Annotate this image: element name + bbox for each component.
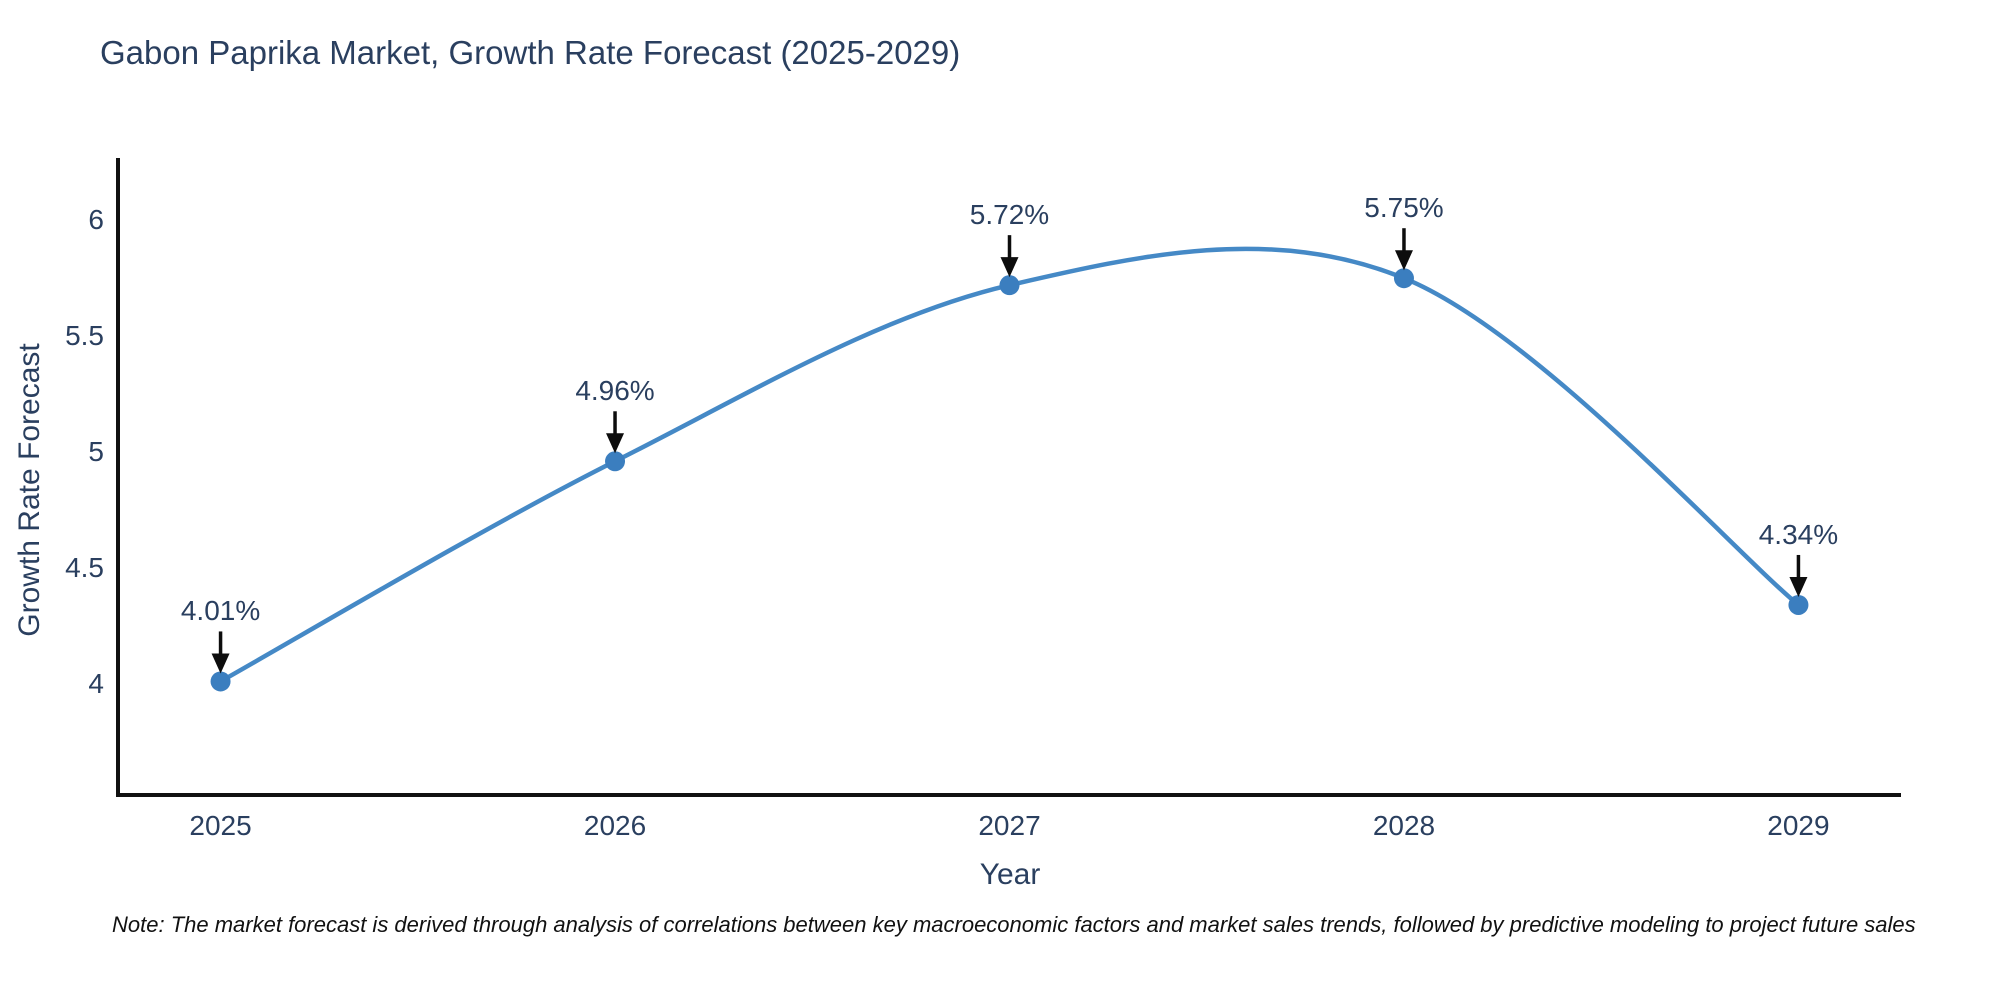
data-point-marker[interactable] <box>1393 268 1414 289</box>
series-line <box>218 246 1801 684</box>
x-tick-label: 2027 <box>978 810 1041 841</box>
x-tick-label: 2029 <box>1767 810 1830 841</box>
annotation-label: 5.72% <box>969 199 1050 231</box>
annotation-arrowhead <box>1789 576 1808 597</box>
y-tick-label: 4 <box>88 667 104 699</box>
x-tick-label: 2026 <box>583 810 647 841</box>
data-point-marker[interactable] <box>1788 594 1809 615</box>
annotation-arrowhead <box>1394 250 1413 271</box>
annotation-arrowhead <box>1000 257 1019 278</box>
x-tick-label: 2025 <box>189 810 252 841</box>
y-tick-label: 6 <box>88 204 104 236</box>
chart-title: Gabon Paprika Market, Growth Rate Foreca… <box>100 34 961 71</box>
annotation-label: 4.34% <box>1758 518 1839 550</box>
annotation-arrowhead <box>211 653 230 674</box>
data-point-marker[interactable] <box>605 451 626 472</box>
annotation-label: 5.75% <box>1364 192 1444 224</box>
annotation-label: 4.96% <box>575 375 655 407</box>
x-tick-label: 2028 <box>1372 810 1436 841</box>
footnote: Note: The market forecast is derived thr… <box>112 912 1916 937</box>
y-tick-label: 5 <box>88 436 104 467</box>
annotation-arrowhead <box>606 433 625 454</box>
x-axis-title: Year <box>979 858 1041 891</box>
data-point-marker[interactable] <box>210 671 231 692</box>
data-point-marker[interactable] <box>999 275 1020 296</box>
y-tick-label: 4.5 <box>65 551 104 583</box>
y-tick-label: 5.5 <box>65 320 104 352</box>
annotation-label: 4.01% <box>180 595 261 627</box>
